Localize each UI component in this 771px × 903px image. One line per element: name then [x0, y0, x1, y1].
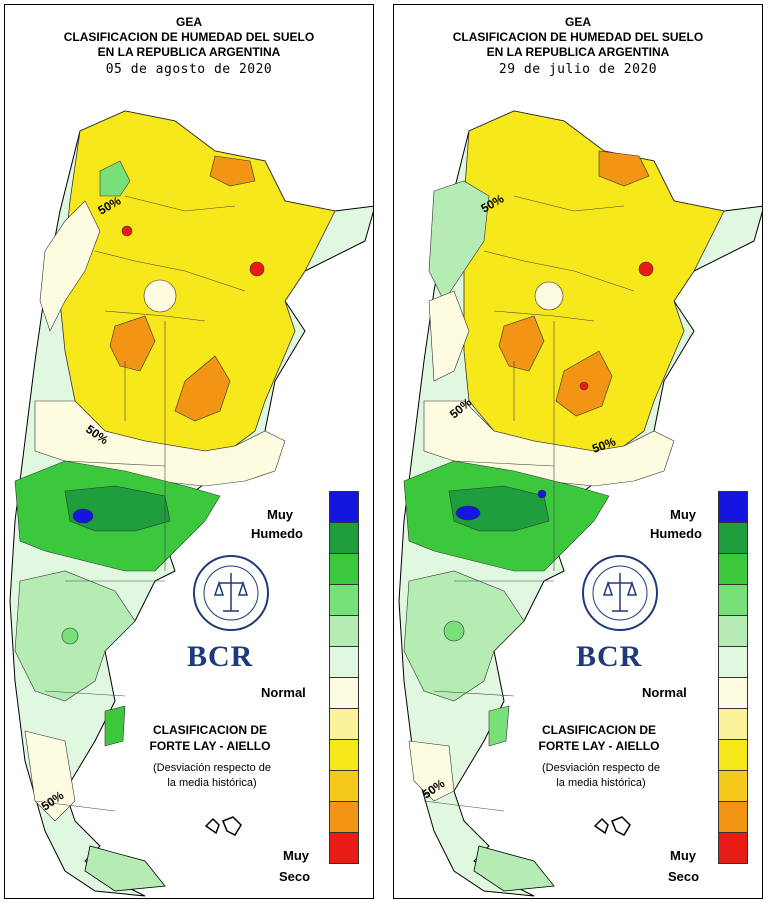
legend-swatch-2 [329, 553, 359, 585]
title-line-3: EN LA REPUBLICA ARGENTINA [97, 45, 281, 59]
legend-swatch-0 [718, 491, 748, 523]
bcr-seal-logo [193, 555, 269, 631]
normal-south-tip [408, 740, 455, 802]
extreme-dry-spot-1 [638, 261, 654, 277]
normal-northwest [39, 200, 101, 332]
legend-swatch-7 [329, 708, 359, 740]
legend-mid-label: Normal [261, 685, 306, 700]
bcr-seal-logo [582, 555, 658, 631]
classification-title-line-1: CLASIFICACION DE [153, 723, 267, 737]
legend-top-label-2: Humedo [650, 526, 702, 541]
very-wet-zone [448, 485, 550, 532]
map-date: 05 de agosto de 2020 [105, 62, 273, 77]
extreme-dry-spot-2 [121, 225, 133, 237]
legend-swatch-11 [718, 832, 748, 864]
bcr-wordmark: BCR [576, 640, 643, 673]
legend-swatch-11 [329, 832, 359, 864]
legend-top-label-1: Muy [670, 507, 696, 522]
classification-note: (Desviación respecto de la media históri… [506, 761, 696, 791]
legend-swatch-4 [329, 615, 359, 647]
legend-bottom-label-2: Seco [668, 869, 700, 884]
legend-swatch-8 [718, 739, 748, 771]
bcr-wordmark: BCR [187, 640, 254, 673]
map-date: 29 de julio de 2020 [498, 62, 658, 77]
legend-mid-label: Normal [642, 685, 687, 700]
legend-swatch-1 [718, 522, 748, 554]
legend-swatch-1 [329, 522, 359, 554]
legend-bottom-label-1: Muy [283, 848, 309, 863]
extremely-wet-spot [455, 505, 481, 521]
classification-note: (Desviación respecto de la media históri… [117, 761, 307, 791]
dry-north-patch [209, 155, 256, 187]
dry-north-patch [598, 150, 650, 187]
normal-ring-center [534, 281, 564, 311]
legend-swatch-4 [718, 615, 748, 647]
classification-note-line-1: (Desviación respecto de [541, 762, 660, 774]
province-borders [423, 195, 635, 812]
legend-swatch-5 [329, 646, 359, 678]
legend-swatch-6 [718, 677, 748, 709]
tierra-del-fuego [84, 845, 166, 892]
province-borders [34, 195, 246, 812]
wet-spot-south [443, 620, 465, 642]
classification-title: CLASIFICACION DE FORTE LAY - AIELLO [125, 722, 295, 754]
map-panel-left: GEA CLASIFICACION DE HUMEDAD DEL SUELO E… [4, 4, 374, 899]
wet-northwest [99, 160, 131, 197]
classification-title-line-1: CLASIFICACION DE [542, 723, 656, 737]
classification-note-line-2: la media histórica) [167, 777, 257, 789]
argentina-soil-moisture-map: 50% 50% 50% 50% [398, 110, 762, 897]
title-line-3: EN LA REPUBLICA ARGENTINA [486, 45, 670, 59]
legend-color-bar [718, 491, 748, 864]
extremely-wet-spot-2 [537, 489, 547, 499]
title-line-2: CLASIFICACION DE HUMEDAD DEL SUELO [63, 30, 315, 44]
very-dry-east [174, 355, 231, 422]
wet-spot-coast [104, 705, 126, 747]
legend-swatch-0 [329, 491, 359, 523]
very-dry-center [109, 315, 156, 372]
wet-northwest [428, 180, 490, 302]
legend-swatch-3 [329, 584, 359, 616]
normal-ring-center [143, 279, 177, 313]
classification-note-line-2: la media histórica) [556, 777, 646, 789]
extreme-dry-spot-1 [249, 261, 265, 277]
legend-swatch-5 [718, 646, 748, 678]
legend-swatch-3 [718, 584, 748, 616]
legend-swatch-10 [329, 801, 359, 833]
classification-note-line-1: (Desviación respecto de [152, 762, 271, 774]
malvinas-islands [204, 816, 242, 836]
legend-swatch-7 [718, 708, 748, 740]
legend-top-label-2: Humedo [251, 526, 303, 541]
tierra-del-fuego [473, 845, 555, 892]
wet-spot-coast [488, 705, 510, 747]
map-header: GEA CLASIFICACION DE HUMEDAD DEL SUELO E… [394, 15, 762, 77]
very-dry-center [498, 315, 545, 372]
legend-swatch-6 [329, 677, 359, 709]
map-panel-right: GEA CLASIFICACION DE HUMEDAD DEL SUELO E… [393, 4, 763, 899]
legend-top-label-1: Muy [267, 507, 293, 522]
classification-title-line-2: FORTE LAY - AIELLO [538, 739, 660, 753]
classification-title: CLASIFICACION DE FORTE LAY - AIELLO [514, 722, 684, 754]
legend-color-bar [329, 491, 359, 864]
extreme-dry-spot-2 [579, 381, 589, 391]
legend-bottom-label-1: Muy [670, 848, 696, 863]
title-gea: GEA [175, 15, 202, 29]
argentina-soil-moisture-map: 50% 50% 50% [9, 110, 373, 897]
legend-swatch-9 [329, 770, 359, 802]
wet-spot-south [61, 627, 79, 645]
normal-south-tip [24, 730, 76, 822]
legend-swatch-10 [718, 801, 748, 833]
classification-title-line-2: FORTE LAY - AIELLO [149, 739, 271, 753]
legend-swatch-8 [329, 739, 359, 771]
map-header: GEA CLASIFICACION DE HUMEDAD DEL SUELO E… [5, 15, 373, 77]
malvinas-islands [593, 816, 631, 836]
extremely-wet-spot [72, 508, 94, 524]
legend-bottom-label-2: Seco [279, 869, 311, 884]
normal-northwest [428, 290, 470, 382]
legend-swatch-9 [718, 770, 748, 802]
title-gea: GEA [564, 15, 591, 29]
title-line-2: CLASIFICACION DE HUMEDAD DEL SUELO [452, 30, 704, 44]
legend-swatch-2 [718, 553, 748, 585]
